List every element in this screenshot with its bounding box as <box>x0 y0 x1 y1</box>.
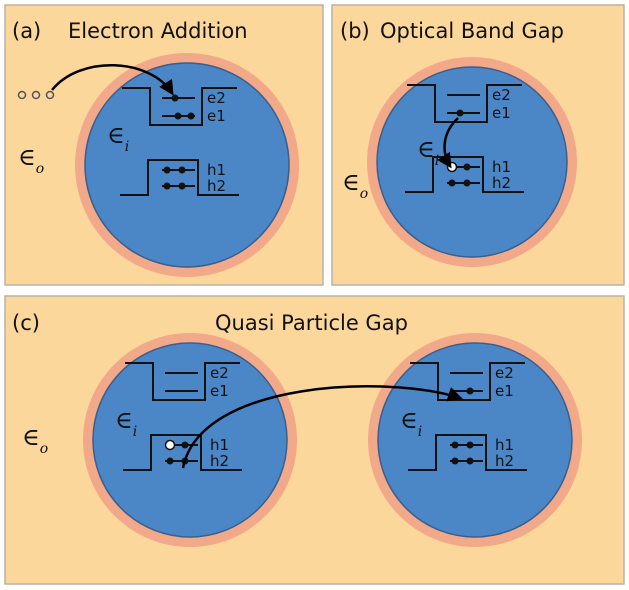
electron <box>167 458 174 465</box>
electron <box>449 180 456 187</box>
electron <box>164 183 171 190</box>
symbol: ∈ <box>107 121 125 149</box>
electron <box>452 442 459 449</box>
panel-title: Electron Addition <box>68 19 248 43</box>
electron <box>464 180 471 187</box>
electron <box>179 183 186 190</box>
electron <box>467 458 474 465</box>
electron <box>452 458 459 465</box>
level-label: e2 <box>495 364 514 382</box>
subscript: i <box>435 153 439 169</box>
electron <box>172 95 179 102</box>
panel-label: (b) <box>340 19 370 43</box>
electron <box>457 110 464 117</box>
panel-label: (c) <box>12 311 40 335</box>
panel-title: Quasi Particle Gap <box>215 311 408 335</box>
electron <box>464 164 471 171</box>
level-label: h2 <box>210 452 229 470</box>
core <box>85 63 289 267</box>
symbol: ∈ <box>400 406 418 434</box>
electron <box>182 442 189 449</box>
electron <box>179 167 186 174</box>
level-label: h2 <box>495 452 514 470</box>
electron <box>467 388 474 395</box>
electron <box>467 442 474 449</box>
level-label: e1 <box>495 382 514 400</box>
panel-label: (a) <box>12 19 41 43</box>
electron <box>175 113 182 120</box>
level-label: e1 <box>210 382 229 400</box>
electron <box>188 113 195 120</box>
subscript: i <box>133 424 137 440</box>
level-label: e1 <box>207 107 226 125</box>
level-label: h2 <box>207 177 226 195</box>
subscript: i <box>125 139 129 155</box>
subscript: i <box>418 424 422 440</box>
figure: (a) Electron Addition (b) Optical Band G… <box>0 0 629 586</box>
level-label: h2 <box>492 174 511 192</box>
hole <box>166 441 175 450</box>
electron <box>164 167 171 174</box>
symbol: ∈ <box>417 135 435 163</box>
level-label: e1 <box>492 104 511 122</box>
level-label: e2 <box>492 86 511 104</box>
level-label: e2 <box>210 364 229 382</box>
level-label: e2 <box>207 89 226 107</box>
symbol: ∈ <box>115 406 133 434</box>
panel-title: Optical Band Gap <box>380 19 564 43</box>
